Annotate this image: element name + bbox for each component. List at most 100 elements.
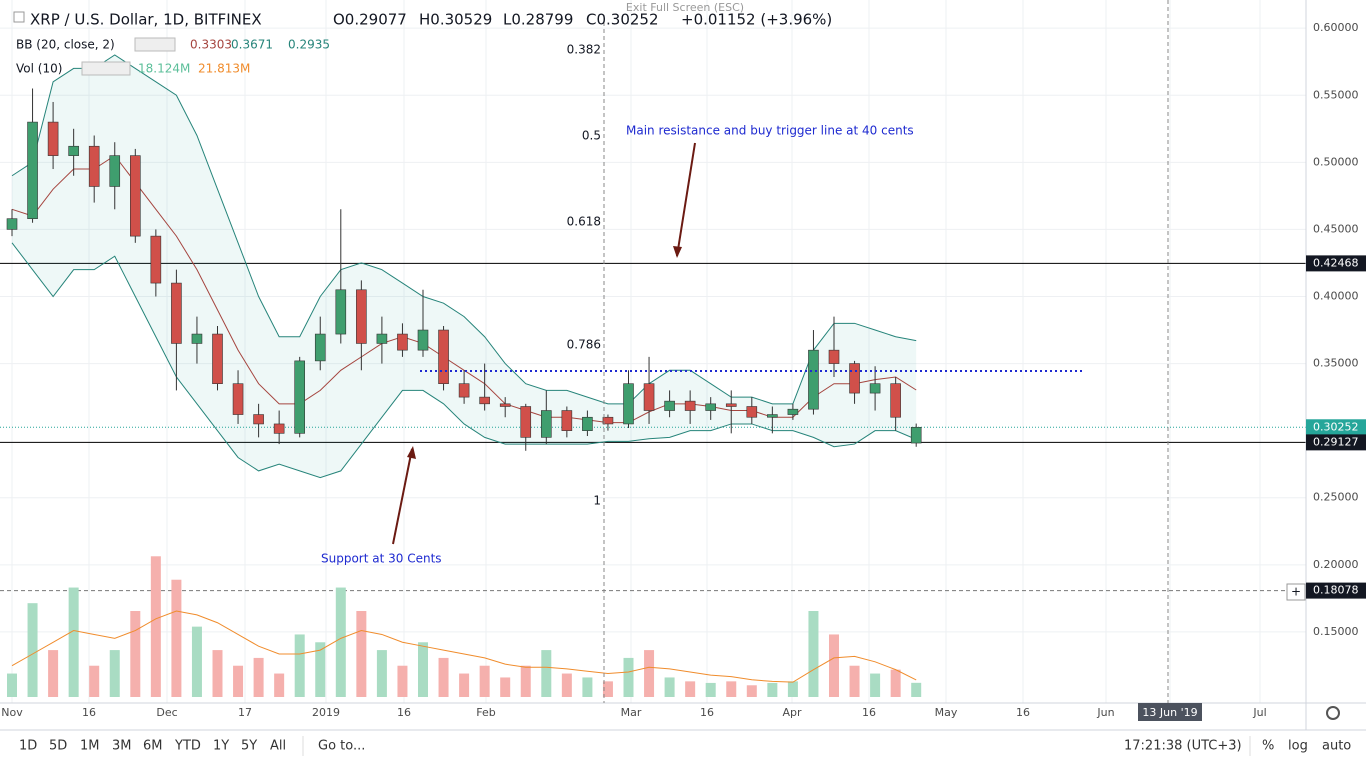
x-tick-label: 2019: [312, 706, 340, 719]
volume-bar: [274, 673, 285, 697]
x-tick-label: 13 Jun '19: [1142, 706, 1197, 719]
x-tick-label: Mar: [621, 706, 642, 719]
volume-bar: [376, 650, 387, 697]
volume-bar: [726, 681, 737, 697]
ohlc-low: L0.28799: [503, 11, 573, 29]
price-tag-label: 0.18078: [1313, 584, 1359, 597]
add-level-button[interactable]: [1286, 583, 1306, 601]
auto-toggle[interactable]: auto: [1322, 739, 1351, 754]
candle-body: [458, 383, 470, 398]
goto-button[interactable]: Go to...: [318, 739, 365, 754]
fib-label: 0.5: [582, 129, 601, 143]
fib-label: 0.618: [567, 215, 601, 229]
candle-body: [150, 235, 162, 284]
price-tag-label: 0.30252: [1313, 420, 1359, 433]
price-tag-label: 0.29127: [1313, 435, 1359, 448]
volume-bar: [150, 556, 161, 697]
log-toggle[interactable]: log: [1288, 739, 1308, 754]
volume-bar: [27, 603, 38, 697]
volume-bar: [418, 642, 428, 697]
percent-toggle[interactable]: %: [1262, 739, 1274, 754]
range-button[interactable]: YTD: [174, 739, 201, 754]
indicator-controls[interactable]: [81, 61, 131, 76]
range-button[interactable]: 3M: [112, 739, 132, 754]
indicator-controls[interactable]: [134, 37, 176, 52]
bb-lower: 0.2935: [288, 38, 330, 52]
candle-body: [479, 396, 490, 405]
volume-bar: [685, 681, 696, 697]
candle-body: [171, 282, 182, 344]
volume-bar: [68, 587, 79, 697]
volume-bar: [48, 650, 59, 697]
volume-bar: [315, 642, 326, 697]
range-button[interactable]: 5D: [49, 739, 67, 754]
volume-bar: [582, 677, 593, 697]
candle-body: [520, 406, 532, 438]
volume-bar: [829, 634, 839, 697]
ohlc-open: O0.29077: [333, 11, 407, 29]
fib-label: 0.786: [567, 338, 601, 352]
exit-fullscreen[interactable]: Exit Full Screen (ESC): [626, 1, 744, 14]
x-tick-label: 16: [700, 706, 714, 719]
symbol-title: XRP / U.S. Dollar, 1D, BITFINEX: [30, 11, 262, 29]
candle-body: [232, 383, 244, 415]
volume-bar: [644, 650, 655, 697]
x-tick-label: Dec: [156, 706, 177, 719]
y-tick-label: 0.50000: [1313, 155, 1359, 168]
range-button[interactable]: 1M: [80, 739, 100, 754]
fib-label: 1: [593, 494, 601, 508]
price-tag: [1306, 434, 1366, 451]
bb-label: BB (20, close, 2): [16, 38, 115, 52]
volume-bar: [233, 665, 244, 697]
volume-bar: [109, 650, 120, 697]
candle-body: [561, 410, 573, 431]
volume-bar: [130, 611, 141, 697]
ohlc-close: C0.30252: [586, 11, 659, 29]
x-tick-label: 16: [1016, 706, 1030, 719]
candle-body: [808, 349, 819, 410]
fib-label: 0.382: [567, 43, 601, 57]
volume-bar: [541, 650, 552, 697]
candle-body: [88, 145, 100, 187]
y-tick-label: 0.60000: [1313, 21, 1359, 34]
candle-body: [582, 416, 593, 431]
candle-body: [849, 363, 860, 394]
y-tick-label: 0.35000: [1313, 357, 1359, 370]
arrowhead: [407, 446, 416, 459]
range-button[interactable]: 1D: [19, 739, 37, 754]
range-button[interactable]: 5Y: [241, 739, 257, 754]
collapse-icon[interactable]: [13, 11, 25, 23]
y-tick-label: 0.25000: [1313, 491, 1359, 504]
candle-body: [47, 121, 59, 156]
support-note: Support at 30 Cents: [321, 552, 442, 566]
candle-body: [335, 289, 347, 335]
range-button[interactable]: 1Y: [213, 739, 229, 754]
x-tick-label: Nov: [1, 706, 23, 719]
price-tag-label: 0.42468: [1313, 256, 1359, 269]
resistance-note: Main resistance and buy trigger line at …: [626, 124, 914, 138]
candle-body: [6, 218, 18, 230]
candle-body: [191, 333, 203, 344]
candle-body: [684, 400, 696, 411]
range-button[interactable]: All: [270, 739, 286, 754]
vol-value: 18.124M: [138, 62, 190, 76]
volume-bar: [212, 650, 223, 697]
volume-bar: [438, 657, 449, 697]
price-tag: [1306, 419, 1366, 436]
bb-lower-line: [11, 242, 917, 479]
arrowhead: [673, 246, 682, 258]
volume-bar: [890, 669, 901, 697]
volume-bar: [623, 657, 634, 697]
x-tick-label: Feb: [476, 706, 495, 719]
volume-bar: [459, 673, 470, 697]
volume-bar: [787, 681, 798, 697]
x-tick-label: Jul: [1252, 706, 1266, 719]
candle-body: [643, 383, 655, 411]
price-tag: [1306, 255, 1366, 272]
settings-icon[interactable]: [1326, 706, 1340, 720]
range-button[interactable]: 6M: [143, 739, 163, 754]
vol-ma-value: 21.813M: [198, 62, 250, 76]
candle-body: [828, 349, 840, 364]
